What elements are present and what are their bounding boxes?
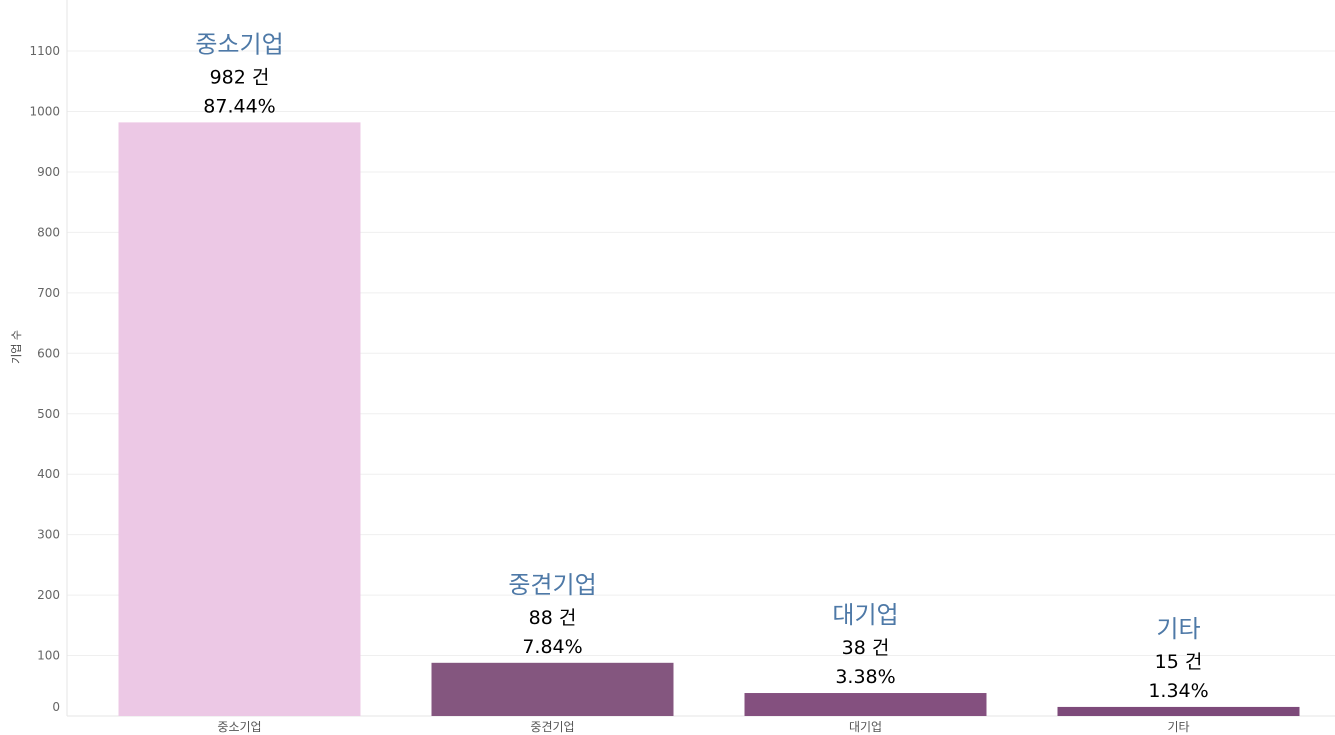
bar-count-label: 982 건: [210, 66, 270, 88]
bar: [118, 122, 361, 717]
y-tick-labels: 0 100 200 300 400 500 600 700 800 900 1000 1100: [29, 44, 60, 714]
bar-count-label: 88 건: [529, 607, 577, 629]
y-tick-label: 700: [37, 286, 60, 300]
y-tick-label: 200: [37, 588, 60, 602]
y-tick-label: 600: [37, 346, 60, 360]
x-tick-label: 중소기업: [217, 720, 261, 734]
y-tick-label: 800: [37, 225, 60, 239]
bar-count-label: 15 건: [1155, 651, 1203, 673]
bar-category-label: 기타: [1156, 615, 1200, 643]
y-tick-label: 300: [37, 528, 60, 542]
y-tick-label: 500: [37, 407, 60, 421]
x-tick-label: 기타: [1167, 720, 1189, 734]
bar-category-label: 중견기업: [508, 571, 596, 599]
y-tick-label: 1100: [29, 44, 60, 58]
bar-category-label: 중소기업: [195, 30, 283, 58]
y-tick-label: 400: [37, 467, 60, 481]
bar: [1057, 706, 1300, 716]
bars: [118, 122, 1300, 717]
y-tick-label: 0: [52, 700, 60, 714]
data-labels: 87.44% 982 건 중소기업 7.84% 88 건 중견기업 3.38% 38 건 대기업…: [195, 30, 1208, 702]
y-tick-label: 100: [37, 649, 60, 663]
bar-percent-label: 7.84%: [522, 636, 582, 658]
bar: [744, 693, 987, 716]
bar-percent-label: 87.44%: [203, 95, 275, 117]
bar-count-label: 38 건: [842, 637, 890, 659]
x-tick-label: 대기업: [849, 720, 882, 734]
x-tick-labels: 중소기업 중견기업 대기업 기타: [217, 720, 1189, 734]
bar-percent-label: 3.38%: [835, 666, 895, 688]
y-tick-label: 900: [37, 165, 60, 179]
bar: [431, 662, 674, 716]
y-tick-label: 1000: [29, 105, 60, 119]
x-tick-label: 중견기업: [530, 720, 574, 734]
bar-category-label: 대기업: [832, 601, 898, 629]
bar-percent-label: 1.34%: [1148, 680, 1208, 702]
y-axis-label: 기업 수: [10, 330, 23, 364]
